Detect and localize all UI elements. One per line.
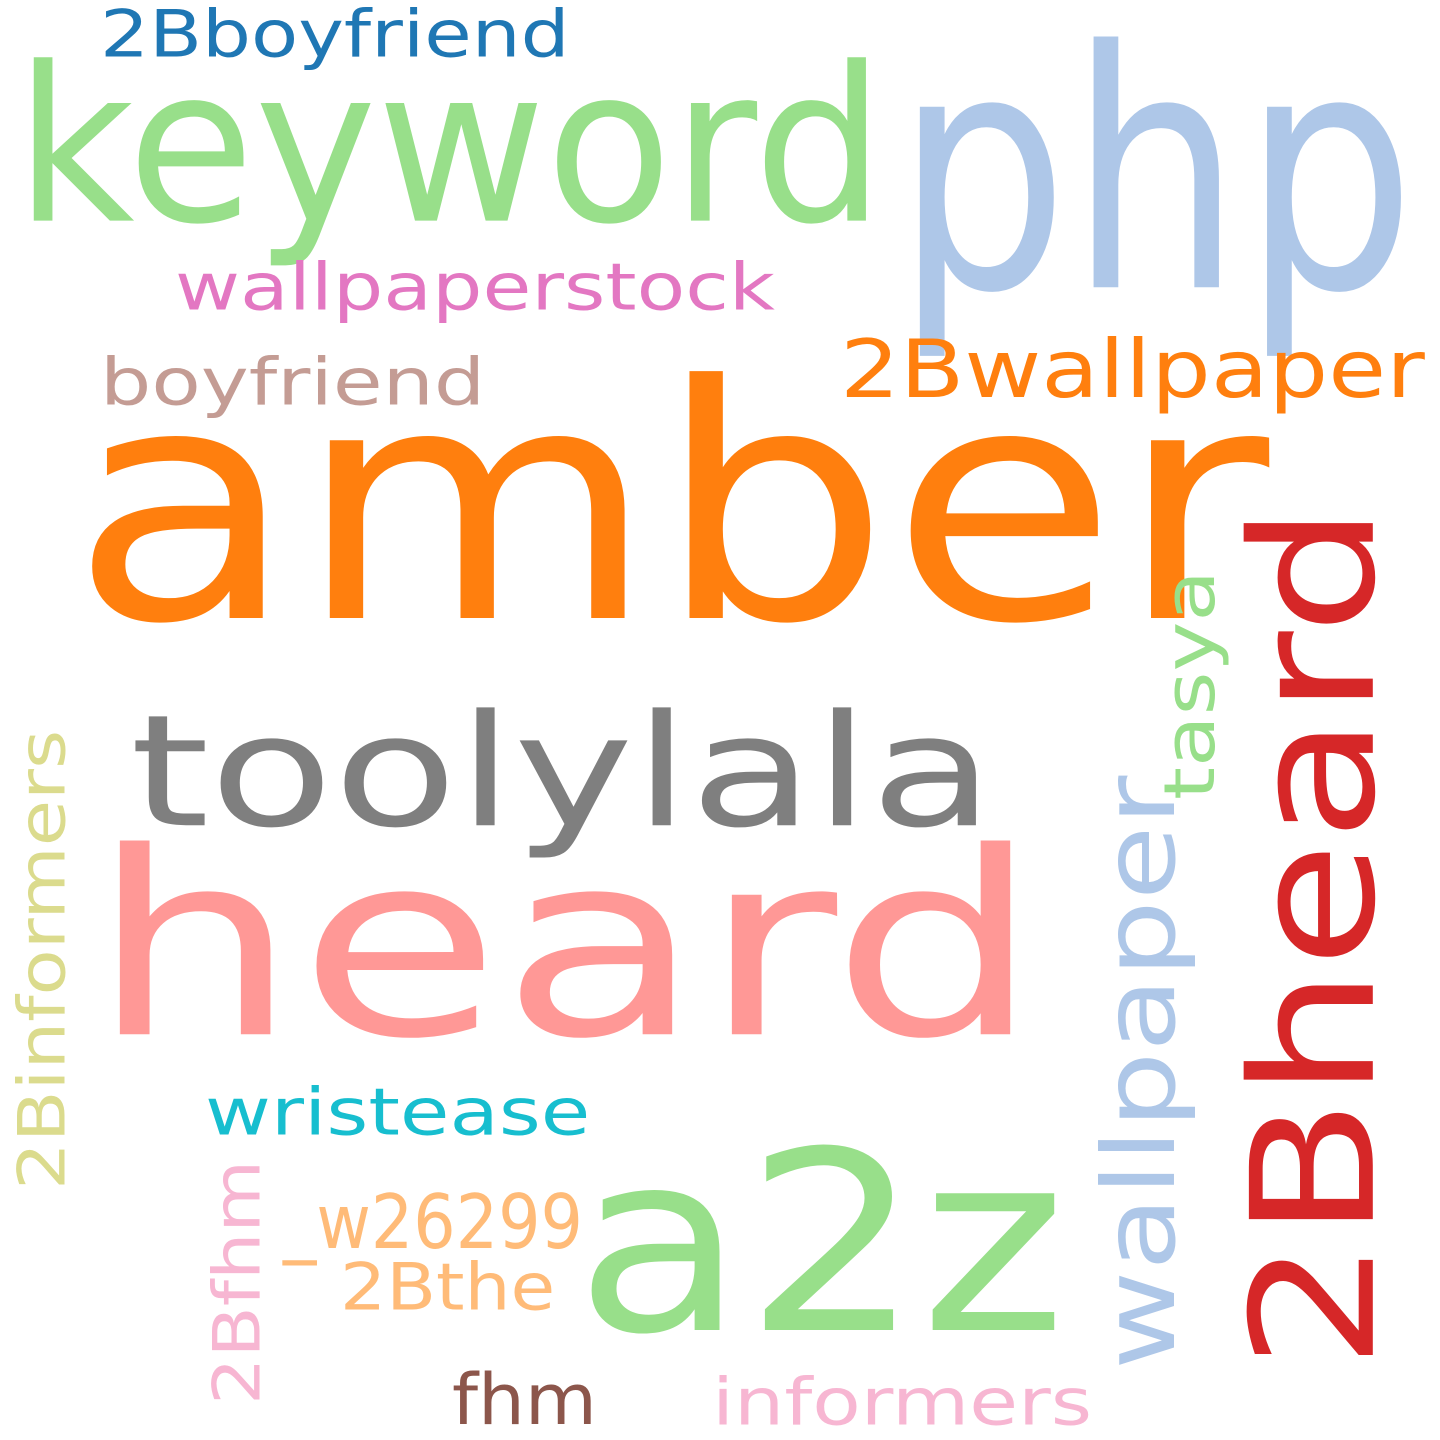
word-2bwallpaper: 2Bwallpaper <box>840 322 1425 417</box>
word-wallpaper: wallpaper <box>1081 775 1198 1370</box>
word-fhm: fhm <box>452 1358 597 1440</box>
word-tasya: tasya <box>1148 569 1231 800</box>
word-wristease: wristease <box>205 1074 591 1151</box>
word-2binformers: 2Binformers <box>4 729 81 1190</box>
word-wallpaperstock: wallpaperstock <box>175 249 775 326</box>
word-2bboyfriend: 2Bboyfriend <box>100 0 570 73</box>
word-toolylala: toolylala <box>130 681 995 863</box>
word-2bheard: 2Bheard <box>1214 504 1414 1370</box>
word-informers: informers <box>712 1364 1093 1440</box>
word-keyword: keyword <box>15 20 885 273</box>
word-boyfriend: boyfriend <box>100 344 486 421</box>
word-amber: amber <box>70 315 1270 696</box>
word-php: php <box>895 0 1416 367</box>
word-heard: heard <box>90 797 1041 1096</box>
word-w26299: _w26299 <box>283 1178 583 1266</box>
word-a2z: a2z <box>575 1097 1067 1390</box>
word-2bthe: 2Bthe <box>340 1249 556 1326</box>
word-2bfhm: 2Bfhm <box>199 1159 276 1405</box>
